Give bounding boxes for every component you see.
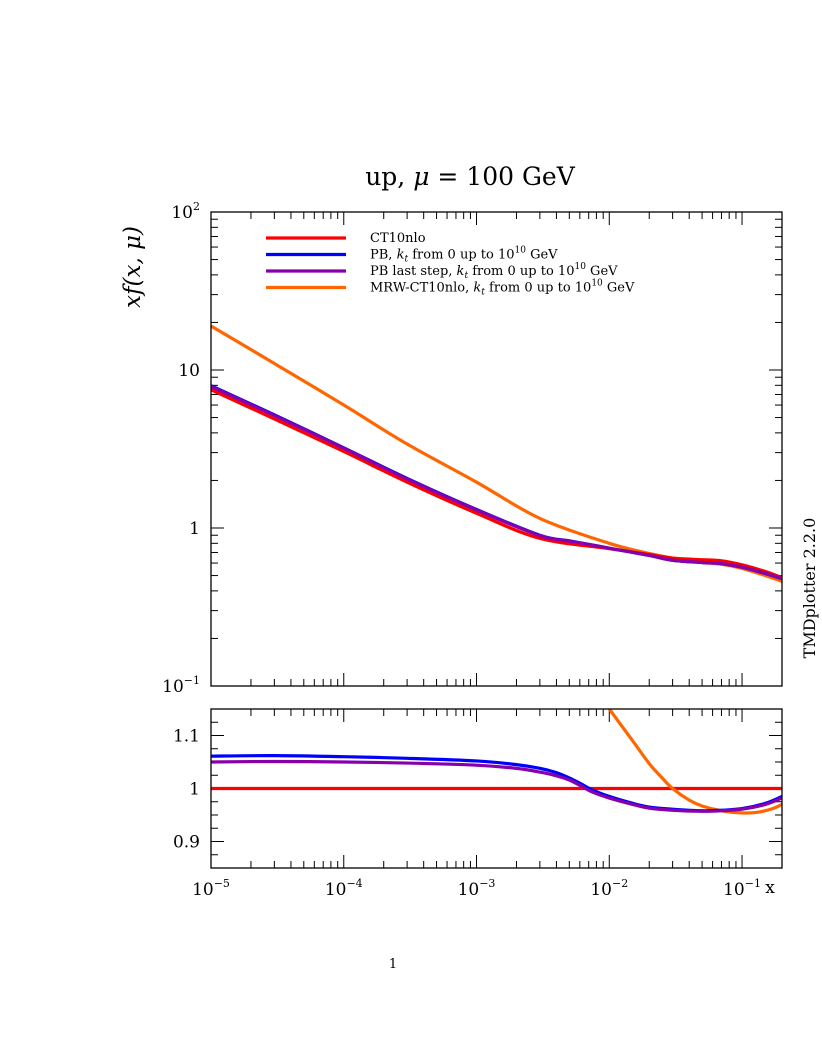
ratio-panel: 0.9 1 1.1 10−5 10−4 10−3 10−2 10−1 x — [173, 708, 783, 900]
y-axis-label: xf(x, μ) — [120, 226, 146, 308]
x-tick-label: 10−2 — [590, 877, 628, 900]
x-tick-label: 10−4 — [325, 877, 363, 900]
ratio-series-line-2 — [211, 759, 782, 813]
legend-entry-3: MRW-CT10nlo, kt from 0 up to 1010 GeV — [370, 279, 635, 298]
chart-title: up, μ = 100 GeV — [365, 162, 576, 191]
main-y-tick-labels: 10−1 1 10 102 — [162, 200, 200, 697]
ratio-series-line-3 — [607, 709, 782, 815]
ratio-axis-frame — [210, 708, 783, 869]
main-series-line-3 — [211, 324, 782, 583]
ratio-y-tick-label: 1 — [189, 780, 200, 800]
main-series-line-2 — [211, 384, 782, 581]
x-tick-label: 10−5 — [192, 877, 230, 900]
main-curves — [211, 324, 782, 583]
y-tick-label: 10 — [178, 361, 200, 381]
x-tick-label: 10−3 — [458, 877, 496, 900]
main-series-line-0 — [211, 388, 782, 580]
ratio-y-tick-label: 0.9 — [173, 833, 200, 853]
main-axis-frame — [210, 211, 783, 687]
y-tick-label: 10−1 — [162, 674, 200, 697]
y-tick-label: 1 — [189, 519, 200, 539]
legend-entry-2: PB last step, kt from 0 up to 1010 GeV — [370, 262, 618, 281]
tmdplotter-version-label: TMDplotter 2.2.0 — [800, 518, 819, 659]
ratio-y-tick-labels: 0.9 1 1.1 — [173, 727, 200, 853]
x-axis-label: x — [765, 878, 775, 898]
page-number: 1 — [389, 957, 397, 972]
y-tick-label: 102 — [171, 200, 200, 223]
x-tick-labels: 10−5 10−4 10−3 10−2 10−1 x — [192, 877, 775, 900]
main-series-line-1 — [211, 384, 782, 581]
legend-entry-0: CT10nlo — [370, 231, 426, 246]
ratio-y-tick-label: 1.1 — [173, 727, 200, 747]
ratio-curves — [211, 709, 782, 815]
legend-entry-1: PB, kt from 0 up to 1010 GeV — [370, 246, 558, 265]
x-tick-label: 10−1 — [723, 877, 761, 900]
